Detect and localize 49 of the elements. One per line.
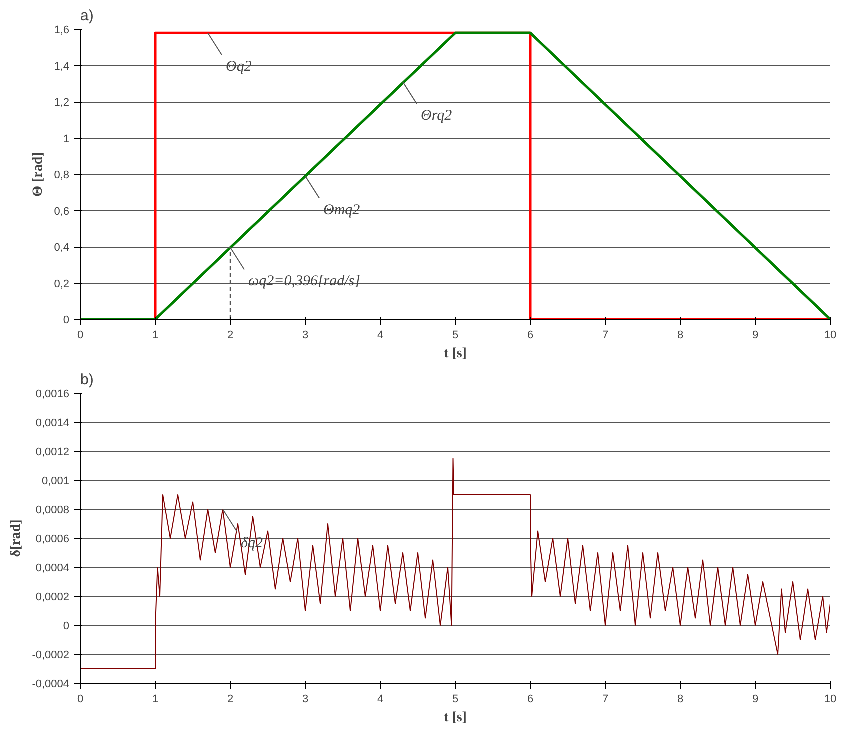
- y-tick-label: 1,4: [54, 60, 70, 73]
- y-tick-label: 0,0002: [36, 592, 70, 604]
- x-tick-label: 0: [77, 694, 84, 706]
- x-tick-label: 2: [227, 330, 234, 342]
- x-tick-label: 6: [527, 694, 534, 706]
- x-tick-label: 5: [452, 694, 459, 706]
- y-tick-label: -0,0002: [32, 650, 70, 662]
- y-tick-label: 0,001: [42, 476, 70, 488]
- x-tick-label: 3: [302, 330, 309, 342]
- x-tick-label: 6: [527, 330, 534, 342]
- y-tick-label: 0,0004: [36, 562, 70, 574]
- x-axis-title: t [s]: [444, 710, 467, 726]
- x-axis-title: t [s]: [444, 346, 467, 362]
- x-tick-label: 2: [227, 694, 234, 706]
- x-tick-label: 10: [824, 694, 837, 706]
- y-tick-label: -0,0004: [32, 678, 70, 690]
- y-tick-label: 1,6: [54, 24, 70, 36]
- y-tick-label: 0: [63, 314, 70, 326]
- x-tick-label: 5: [452, 330, 459, 342]
- y-tick-label: 0,0006: [36, 534, 70, 546]
- y-tick-label: 0,8: [54, 170, 70, 182]
- x-tick-label: 1: [152, 330, 159, 342]
- y-tick-label: 0,2: [54, 278, 70, 290]
- annotation: Θrq2: [421, 108, 453, 124]
- y-tick-label: 1: [63, 133, 70, 146]
- y-tick-label: 0,0008: [36, 504, 70, 516]
- x-tick-label: 9: [752, 330, 759, 342]
- x-tick-label: 9: [752, 694, 759, 706]
- chart-title: a): [80, 8, 94, 24]
- x-tick-label: 1: [152, 694, 159, 706]
- y-axis-title: δ[rad]: [9, 520, 24, 558]
- y-tick-label: 1,2: [54, 97, 70, 109]
- x-tick-label: 0: [77, 330, 84, 342]
- x-tick-label: 3: [302, 694, 309, 706]
- y-tick-label: 0,4: [54, 242, 70, 254]
- x-tick-label: 4: [377, 330, 384, 342]
- y-tick-label: 0,0014: [36, 418, 70, 430]
- x-tick-label: 10: [824, 330, 837, 342]
- y-tick-label: 0,0012: [36, 446, 70, 458]
- y-tick-label: 0,0016: [36, 388, 70, 400]
- x-tick-label: 8: [677, 694, 684, 706]
- y-tick-label: 0: [63, 620, 70, 632]
- y-tick-label: 0,6: [54, 206, 70, 218]
- x-tick-label: 7: [602, 694, 609, 706]
- x-tick-label: 7: [602, 330, 609, 342]
- y-axis-title: Θ [rad]: [31, 152, 46, 197]
- x-tick-label: 4: [377, 694, 384, 706]
- x-tick-label: 8: [677, 330, 684, 342]
- chart-title: b): [80, 372, 94, 388]
